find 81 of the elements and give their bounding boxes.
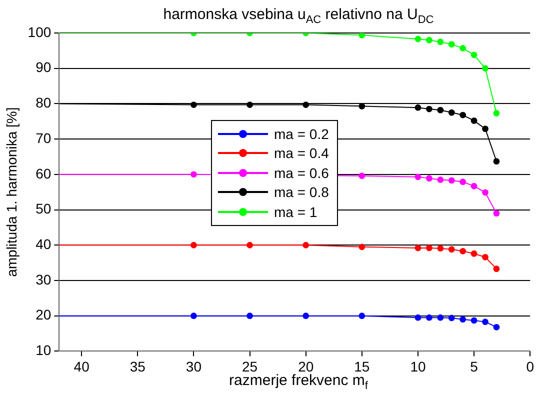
point <box>448 246 455 253</box>
point <box>426 36 432 44</box>
chart-title: harmonska vsebina u$_{AC}$ relativno na U$_{DC}$ <box>162 6 435 26</box>
point <box>460 316 466 323</box>
point <box>460 178 466 186</box>
point <box>190 171 197 178</box>
legend-label: ma = 1 <box>274 204 318 220</box>
point <box>302 242 310 248</box>
point <box>426 314 432 321</box>
x-tick-label: 5 <box>470 358 478 374</box>
point <box>448 314 455 322</box>
point <box>190 312 197 320</box>
y-tick-label: 50 <box>36 200 52 217</box>
point <box>190 102 197 108</box>
x-tick-label: 10 <box>410 358 426 374</box>
point <box>437 245 444 252</box>
y-tick-label: 100 <box>28 24 52 40</box>
point <box>493 110 500 116</box>
point <box>460 45 466 52</box>
point <box>246 102 253 108</box>
point <box>414 104 422 111</box>
y-tick-label: 90 <box>36 59 52 76</box>
point <box>493 158 500 165</box>
point <box>302 102 310 108</box>
y-tick-label: 60 <box>36 165 52 182</box>
point <box>482 254 488 260</box>
point <box>414 314 422 321</box>
point <box>426 106 432 112</box>
x-tick-label: 0 <box>526 358 534 374</box>
x-tick-label: 30 <box>186 358 202 374</box>
point <box>358 172 366 180</box>
point <box>426 175 432 182</box>
x-tick-label: 20 <box>298 358 314 374</box>
point <box>414 36 422 42</box>
legend-label: ma = 0.4 <box>274 145 329 162</box>
x-tick-label: 15 <box>354 358 370 374</box>
point <box>448 177 455 184</box>
point <box>414 174 422 180</box>
y-tick-label: 70 <box>36 130 52 146</box>
point <box>437 106 444 114</box>
point <box>358 312 366 320</box>
point <box>358 33 366 38</box>
point <box>190 242 197 248</box>
point <box>437 314 444 321</box>
point <box>426 244 432 252</box>
legend-label: ma = 0.6 <box>274 164 329 181</box>
point <box>448 109 455 116</box>
point <box>470 117 478 124</box>
x-tick-label: 40 <box>74 358 90 374</box>
y-tick-label: 80 <box>36 94 52 111</box>
point <box>482 126 488 132</box>
legend-label: ma = 0.8 <box>274 184 329 200</box>
point <box>246 242 253 248</box>
point <box>470 52 478 58</box>
y-axis-title: amplituda 1. harmonika [%] <box>3 107 20 277</box>
point <box>482 65 488 72</box>
point <box>493 266 500 272</box>
y-tick-label: 10 <box>36 342 52 358</box>
point <box>482 189 488 196</box>
point <box>460 112 466 118</box>
point <box>437 38 444 46</box>
point <box>470 250 478 257</box>
y-tick-label: 20 <box>36 306 52 323</box>
legend-label: ma = 0.2 <box>274 126 329 142</box>
point <box>246 312 253 320</box>
x-axis-title: razmerje frekvenc m$_{f}$ <box>229 372 368 392</box>
point <box>414 244 422 252</box>
point <box>460 248 466 254</box>
point <box>482 318 488 326</box>
point <box>358 244 366 250</box>
point <box>470 317 478 324</box>
y-tick-label: 40 <box>36 236 52 252</box>
point <box>493 210 500 217</box>
point <box>448 41 455 48</box>
point <box>437 176 444 183</box>
point <box>302 312 310 320</box>
x-tick-label: 35 <box>130 358 146 374</box>
x-tick-label: 25 <box>242 358 258 374</box>
point <box>470 182 478 190</box>
y-tick-label: 30 <box>36 271 52 288</box>
point <box>493 324 500 330</box>
